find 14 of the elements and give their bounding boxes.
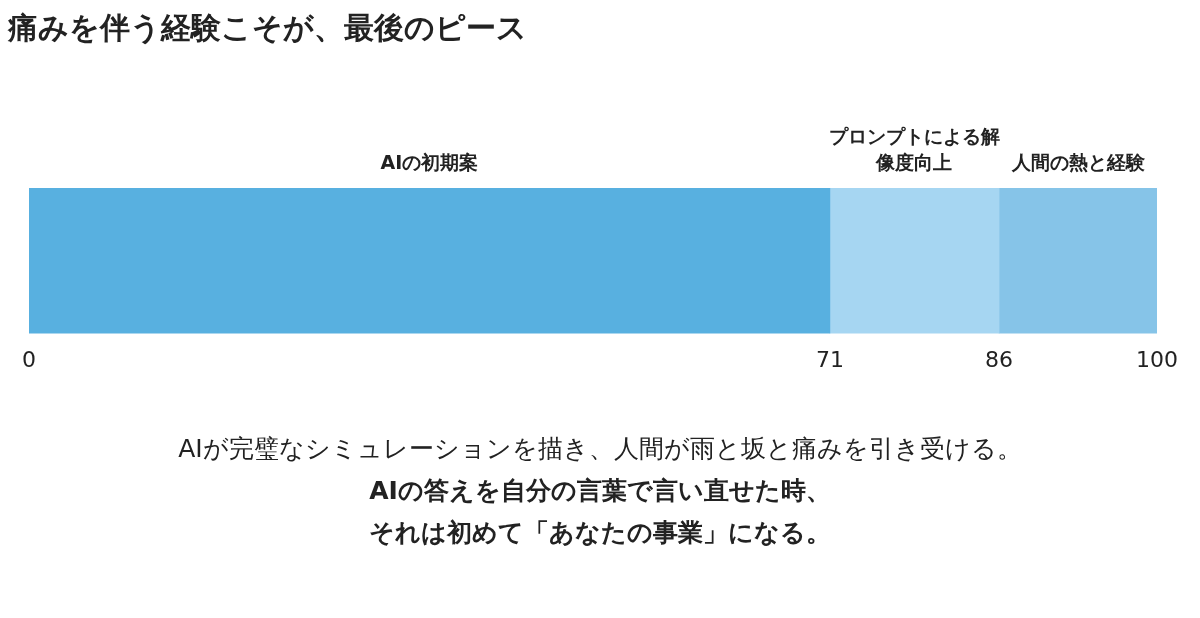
series-label: プロンプトによる解像度向上 bbox=[828, 125, 1000, 174]
text: それは初めて「あなたの事業」になる。 bbox=[368, 517, 832, 549]
series-label: AIの初期案 bbox=[380, 151, 479, 174]
x-tick-label: 100 bbox=[1136, 346, 1178, 372]
bar bbox=[998, 188, 1157, 334]
bar bbox=[829, 188, 1000, 334]
bar bbox=[29, 188, 831, 334]
x-tick-label: 0 bbox=[22, 346, 36, 372]
series-label: 人間の熱と経験 bbox=[1010, 151, 1146, 174]
text: AIが完璧なシミュレーションを描き、人間が雨と坂と痛みを引き受ける。 bbox=[177, 433, 1023, 465]
x-tick-label: 71 bbox=[815, 346, 844, 372]
x-tick-label: 86 bbox=[985, 346, 1014, 372]
text: AIの答えを自分の言葉で言い直せた時、 bbox=[368, 475, 832, 507]
chart-title: 痛みを伴う経験こそが、最後のピース bbox=[8, 9, 528, 47]
